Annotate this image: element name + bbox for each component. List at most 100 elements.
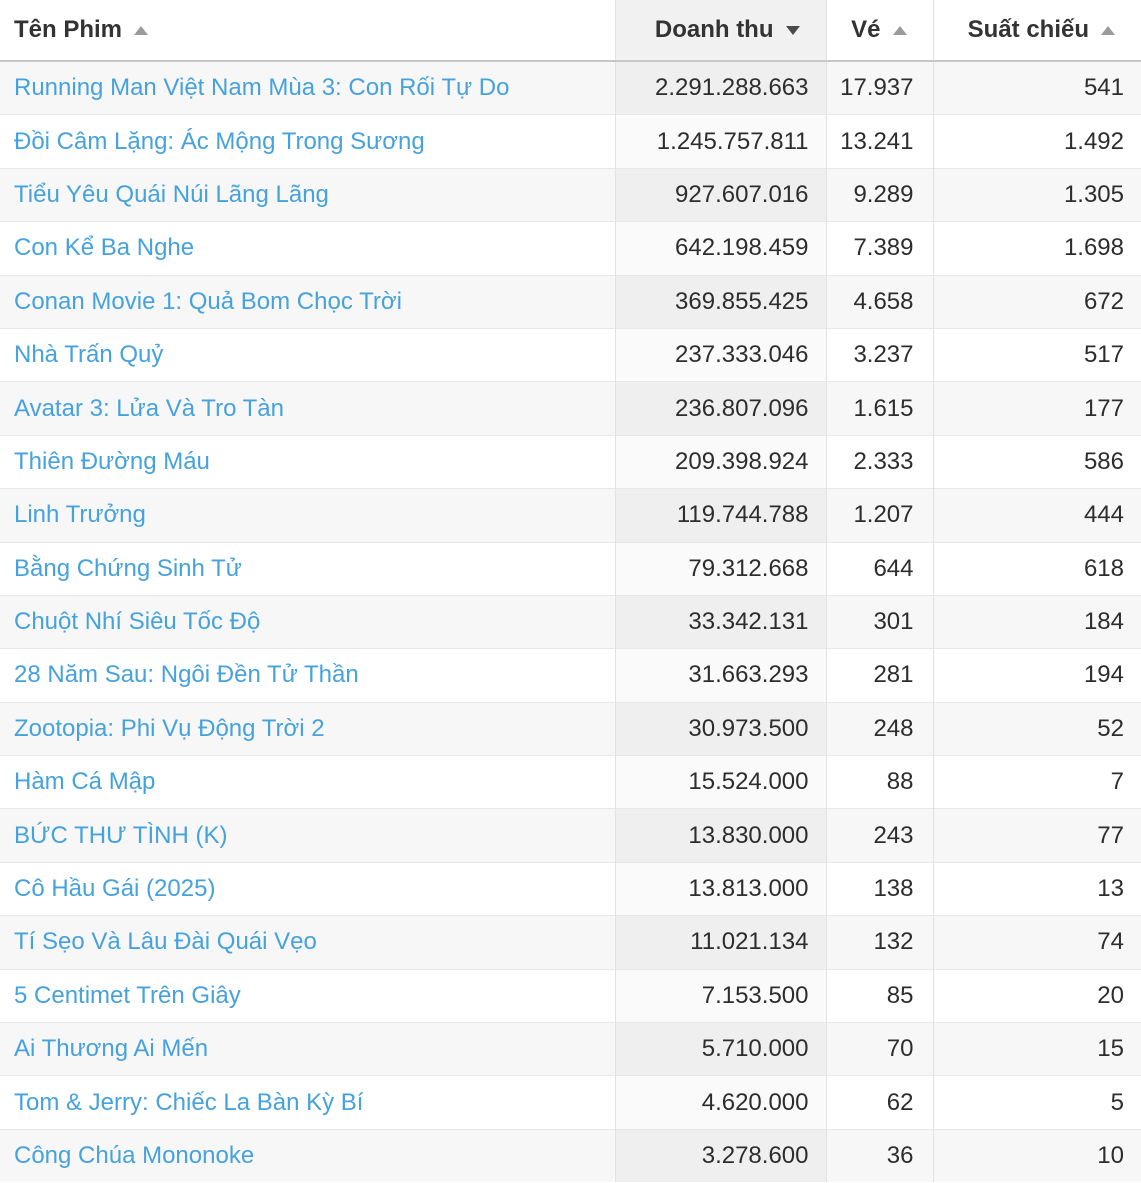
film-name-cell: Thiên Đường Máu <box>0 434 615 489</box>
tickets-cell: 301 <box>825 594 933 649</box>
film-name-link[interactable]: Hàm Cá Mập <box>14 768 156 796</box>
revenue-cell: 15.524.000 <box>614 755 826 809</box>
tickets-cell: 248 <box>825 701 933 756</box>
table-row: Conan Movie 1: Quả Bom Chọc Trời 369.855… <box>0 274 1141 329</box>
table-row: Công Chúa Mononoke 3.278.600 36 10 <box>0 1128 1141 1183</box>
table-row: Tí Sẹo Và Lâu Đài Quái Vẹo 11.021.134 13… <box>0 915 1141 970</box>
film-name-cell: Tiểu Yêu Quái Núi Lãng Lãng <box>0 167 615 222</box>
table-row: Chuột Nhí Siêu Tốc Độ 33.342.131 301 184 <box>0 594 1141 649</box>
film-name-link[interactable]: Bằng Chứng Sinh Tử <box>14 554 242 582</box>
film-name-link[interactable]: Ai Thương Ai Mến <box>14 1035 209 1063</box>
showtimes-cell: 20 <box>932 968 1141 1023</box>
showtimes-cell: 444 <box>932 488 1141 543</box>
table-row: Running Man Việt Nam Mùa 3: Con Rối Tự D… <box>0 60 1141 115</box>
film-name-cell: Ai Thương Ai Mến <box>0 1022 615 1076</box>
column-label-suat-chieu: Suất chiếu <box>967 16 1089 43</box>
table-row: 28 Năm Sau: Ngôi Đền Tử Thần 31.663.293 … <box>0 648 1141 703</box>
showtimes-cell: 517 <box>932 327 1141 382</box>
tickets-cell: 132 <box>825 915 933 970</box>
table-row: Con Kể Ba Nghe 642.198.459 7.389 1.698 <box>0 221 1141 276</box>
table-row: Nhà Trấn Quỷ 237.333.046 3.237 517 <box>0 327 1141 382</box>
sort-asc-icon <box>1101 25 1115 35</box>
film-name-link[interactable]: Con Kể Ba Nghe <box>14 234 195 262</box>
revenue-cell: 11.021.134 <box>614 915 826 970</box>
revenue-cell: 4.620.000 <box>614 1075 826 1130</box>
tickets-cell: 17.937 <box>825 60 933 115</box>
film-name-link[interactable]: 5 Centimet Trên Giây <box>14 981 241 1009</box>
tickets-cell: 70 <box>825 1022 933 1076</box>
film-name-cell: Linh Trưởng <box>0 488 615 543</box>
revenue-cell: 237.333.046 <box>614 327 826 382</box>
table-row: BỨC THƯ TÌNH (K) 13.830.000 243 77 <box>0 808 1141 863</box>
tickets-cell: 3.237 <box>825 327 933 382</box>
film-name-link[interactable]: Cô Hầu Gái (2025) <box>14 875 216 903</box>
showtimes-cell: 618 <box>932 541 1141 596</box>
column-header-ten-phim[interactable]: Tên Phim <box>0 0 615 62</box>
film-name-cell: Conan Movie 1: Quả Bom Chọc Trời <box>0 274 615 329</box>
tickets-cell: 36 <box>825 1128 933 1183</box>
showtimes-cell: 13 <box>932 861 1141 916</box>
film-name-link[interactable]: BỨC THƯ TÌNH (K) <box>14 821 228 849</box>
column-header-ve[interactable]: Vé <box>825 0 933 62</box>
showtimes-cell: 1.698 <box>932 221 1141 276</box>
column-header-suat-chieu[interactable]: Suất chiếu <box>932 0 1141 62</box>
revenue-cell: 5.710.000 <box>614 1022 826 1076</box>
film-name-link[interactable]: Running Man Việt Nam Mùa 3: Con Rối Tự D… <box>14 74 510 102</box>
film-name-link[interactable]: Conan Movie 1: Quả Bom Chọc Trời <box>14 287 402 315</box>
film-name-link[interactable]: Công Chúa Mononoke <box>14 1142 255 1169</box>
film-name-link[interactable]: Tí Sẹo Và Lâu Đài Quái Vẹo <box>14 928 317 956</box>
film-name-cell: Running Man Việt Nam Mùa 3: Con Rối Tự D… <box>0 60 615 115</box>
revenue-cell: 2.291.288.663 <box>614 60 826 115</box>
film-name-link[interactable]: Thiên Đường Máu <box>14 447 210 475</box>
film-name-link[interactable]: Chuột Nhí Siêu Tốc Độ <box>14 608 261 636</box>
tickets-cell: 13.241 <box>825 114 933 169</box>
film-name-cell: Tí Sẹo Và Lâu Đài Quái Vẹo <box>0 915 615 970</box>
showtimes-cell: 1.492 <box>932 114 1141 169</box>
sort-desc-icon <box>785 25 800 35</box>
table-row: Tiểu Yêu Quái Núi Lãng Lãng 927.607.016 … <box>0 167 1141 222</box>
revenue-cell: 3.278.600 <box>614 1128 826 1183</box>
tickets-cell: 9.289 <box>825 167 933 222</box>
tickets-cell: 85 <box>825 968 933 1023</box>
showtimes-cell: 15 <box>932 1022 1141 1076</box>
film-name-cell: Công Chúa Mononoke <box>0 1128 615 1183</box>
showtimes-cell: 10 <box>932 1128 1141 1183</box>
showtimes-cell: 77 <box>932 808 1141 863</box>
revenue-cell: 13.813.000 <box>614 861 826 916</box>
revenue-cell: 30.973.500 <box>614 701 826 756</box>
revenue-cell: 119.744.788 <box>614 488 826 543</box>
film-name-link[interactable]: Linh Trưởng <box>14 501 146 529</box>
film-name-cell: 5 Centimet Trên Giây <box>0 968 615 1023</box>
tickets-cell: 4.658 <box>825 274 933 329</box>
revenue-cell: 7.153.500 <box>614 968 826 1023</box>
tickets-cell: 7.389 <box>825 221 933 276</box>
sort-asc-icon <box>134 25 149 35</box>
film-name-link[interactable]: Tom & Jerry: Chiếc La Bàn Kỳ Bí <box>14 1088 364 1116</box>
tickets-cell: 281 <box>825 648 933 703</box>
showtimes-cell: 177 <box>932 381 1141 436</box>
film-name-cell: Bằng Chứng Sinh Tử <box>0 541 615 596</box>
film-name-link[interactable]: Avatar 3: Lửa Và Tro Tàn <box>14 394 284 422</box>
showtimes-cell: 74 <box>932 915 1141 970</box>
table-row: 5 Centimet Trên Giây 7.153.500 85 20 <box>0 968 1141 1023</box>
revenue-cell: 369.855.425 <box>614 274 826 329</box>
header-row: Tên Phim Doanh thu Vé <box>0 0 1141 62</box>
showtimes-cell: 184 <box>932 594 1141 649</box>
column-header-doanh-thu[interactable]: Doanh thu <box>614 0 826 62</box>
film-name-cell: 28 Năm Sau: Ngôi Đền Tử Thần <box>0 648 615 703</box>
film-name-cell: Nhà Trấn Quỷ <box>0 327 615 382</box>
revenue-cell: 927.607.016 <box>614 167 826 222</box>
film-name-link[interactable]: Tiểu Yêu Quái Núi Lãng Lãng <box>14 180 329 208</box>
tickets-cell: 243 <box>825 808 933 863</box>
film-name-link[interactable]: Zootopia: Phi Vụ Động Trời 2 <box>14 714 325 742</box>
film-name-cell: Avatar 3: Lửa Và Tro Tàn <box>0 381 615 436</box>
table-row: Tom & Jerry: Chiếc La Bàn Kỳ Bí 4.620.00… <box>0 1075 1141 1130</box>
table-row: Đồi Câm Lặng: Ác Mộng Trong Sương 1.245.… <box>0 114 1141 169</box>
film-name-link[interactable]: 28 Năm Sau: Ngôi Đền Tử Thần <box>14 661 359 689</box>
film-name-link[interactable]: Nhà Trấn Quỷ <box>14 341 164 369</box>
film-name-link[interactable]: Đồi Câm Lặng: Ác Mộng Trong Sương <box>14 127 425 155</box>
revenue-cell: 33.342.131 <box>614 594 826 649</box>
table-row: Thiên Đường Máu 209.398.924 2.333 586 <box>0 434 1141 489</box>
showtimes-cell: 5 <box>932 1075 1141 1130</box>
